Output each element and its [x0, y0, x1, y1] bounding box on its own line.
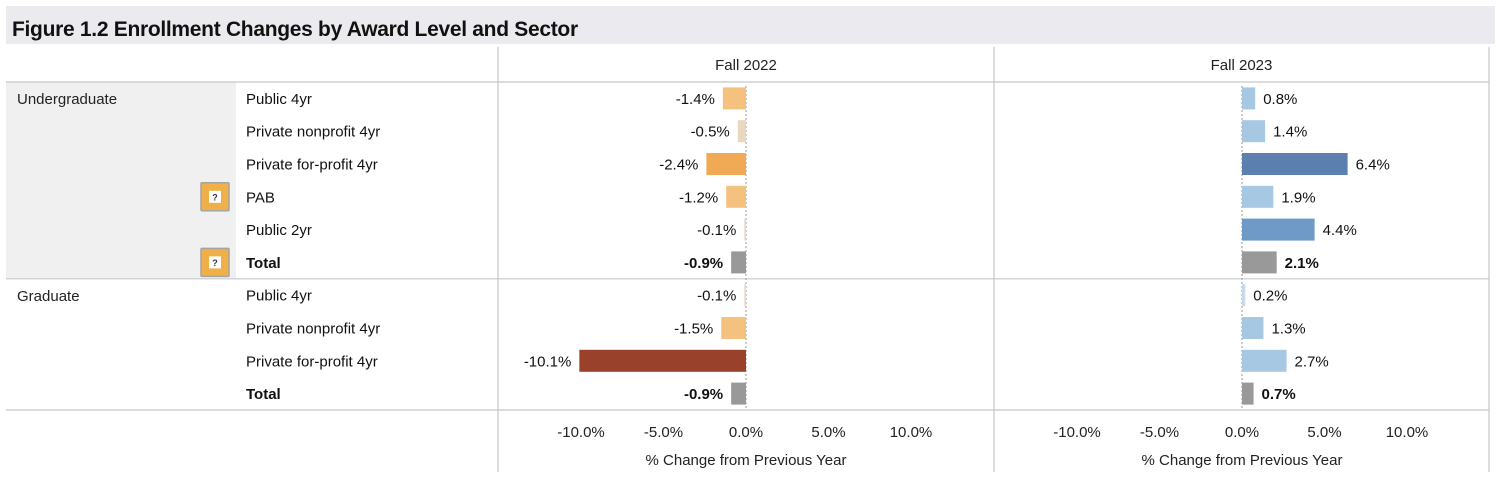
data-label: 2.1%	[1285, 255, 1319, 272]
data-label: 0.7%	[1262, 386, 1296, 403]
data-label: -1.4%	[676, 91, 715, 108]
bar-fall-2022	[721, 317, 746, 339]
x-tick-label: -10.0%	[1053, 424, 1101, 441]
data-label: -1.5%	[674, 321, 713, 338]
x-tick-label: 10.0%	[1386, 424, 1429, 441]
bar-fall-2022	[731, 382, 746, 405]
x-tick-label: 5.0%	[1307, 424, 1341, 441]
panel-header: Fall 2022	[715, 57, 777, 74]
category-label: Public 4yr	[246, 288, 312, 305]
x-tick-label: -10.0%	[557, 424, 605, 441]
group-label: Graduate	[17, 288, 80, 305]
bar-fall-2022	[722, 87, 746, 110]
x-axis-title: % Change from Previous Year	[1142, 452, 1343, 469]
bar-fall-2022	[579, 349, 746, 372]
bar-fall-2023	[1242, 153, 1348, 175]
question-mark-glyph: ?	[212, 258, 218, 268]
bar-fall-2023	[1242, 120, 1266, 143]
bar-fall-2023	[1242, 251, 1277, 274]
category-label: Private nonprofit 4yr	[246, 321, 380, 338]
data-label: -0.1%	[697, 288, 736, 305]
bar-fall-2023	[1242, 349, 1287, 372]
title-bar: Figure 1.2 Enrollment Changes by Award L…	[6, 6, 1495, 44]
x-tick-label: -5.0%	[644, 424, 683, 441]
bar-fall-2023	[1242, 185, 1274, 208]
data-label: 0.8%	[1263, 91, 1297, 108]
data-label: 1.9%	[1281, 189, 1315, 206]
data-label: -1.2%	[679, 189, 718, 206]
data-label: -2.4%	[659, 157, 698, 174]
x-tick-label: -5.0%	[1140, 424, 1179, 441]
category-label: Public 4yr	[246, 91, 312, 108]
question-mark-icon-inner	[209, 190, 221, 203]
category-label: Private for-profit 4yr	[246, 353, 378, 370]
bar-fall-2023	[1242, 87, 1256, 110]
undergraduate-group-background	[6, 82, 236, 279]
panel-header: Fall 2023	[1211, 57, 1273, 74]
data-label: -0.9%	[684, 255, 723, 272]
data-label: 1.4%	[1273, 124, 1307, 141]
bar-fall-2022	[744, 284, 746, 307]
x-tick-label: 5.0%	[811, 424, 845, 441]
category-label: Private for-profit 4yr	[246, 157, 378, 174]
data-label: 4.4%	[1323, 222, 1357, 239]
bar-fall-2022	[706, 153, 746, 175]
data-label: -10.1%	[524, 353, 572, 370]
category-label: Public 2yr	[246, 222, 312, 239]
bar-fall-2023	[1242, 218, 1315, 241]
data-label: 0.2%	[1253, 288, 1287, 305]
bar-fall-2023	[1242, 317, 1264, 339]
data-label: -0.5%	[691, 124, 730, 141]
question-mark-glyph: ?	[212, 192, 218, 202]
data-label: 6.4%	[1356, 157, 1390, 174]
data-label: -0.9%	[684, 386, 723, 403]
group-label: Undergraduate	[17, 91, 117, 108]
category-label: Private nonprofit 4yr	[246, 124, 380, 141]
bar-fall-2022	[726, 185, 746, 208]
bar-fall-2022	[731, 251, 746, 274]
x-axis-title: % Change from Previous Year	[646, 452, 847, 469]
bar-fall-2023	[1242, 284, 1246, 307]
data-label: 2.7%	[1295, 353, 1329, 370]
question-mark-icon-inner	[209, 256, 221, 269]
category-label: PAB	[246, 189, 275, 206]
bar-fall-2022	[737, 120, 746, 143]
chart-title: Figure 1.2 Enrollment Changes by Award L…	[12, 18, 578, 41]
x-tick-label: 10.0%	[890, 424, 933, 441]
category-label: Total	[246, 386, 281, 403]
bar-fall-2022	[744, 218, 746, 241]
bar-fall-2023	[1242, 382, 1254, 405]
data-label: 1.3%	[1271, 321, 1305, 338]
x-tick-label: 0.0%	[1225, 424, 1259, 441]
x-tick-label: 0.0%	[729, 424, 763, 441]
category-label: Total	[246, 255, 281, 272]
data-label: -0.1%	[697, 222, 736, 239]
